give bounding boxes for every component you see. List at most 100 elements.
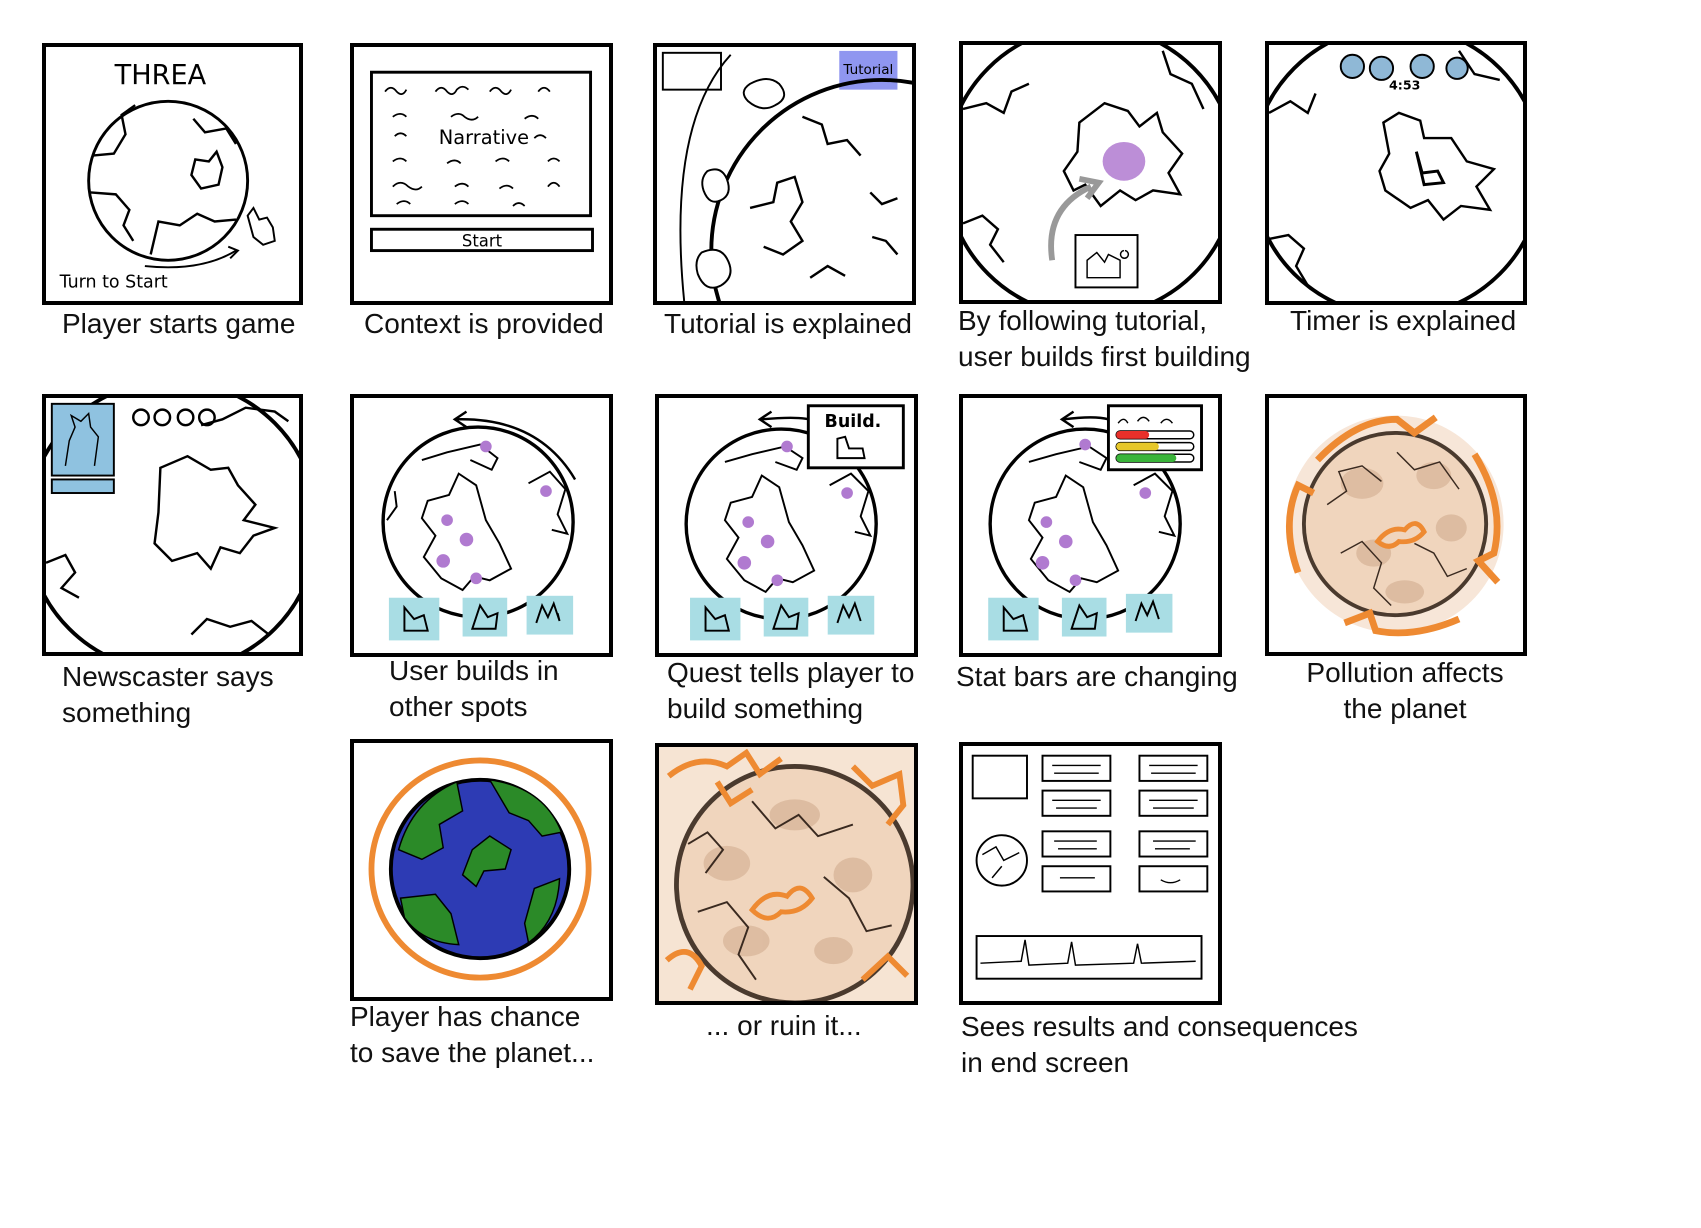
orbit-ring [679, 54, 732, 301]
healthy-planet [368, 757, 592, 981]
continent-outlines [386, 443, 570, 592]
frame-ruin-planet [655, 743, 918, 1005]
rotate-arrow [761, 416, 815, 423]
building-marker [1102, 141, 1146, 181]
smog-patches [703, 799, 873, 965]
pollution-ring [1285, 414, 1501, 637]
stat-fill-red [1116, 430, 1150, 439]
result-cards [1041, 754, 1209, 893]
cloud-blobs [695, 78, 786, 289]
quest-label: Build. [825, 412, 882, 432]
building-markers [737, 440, 853, 587]
continent-outlines [687, 800, 892, 981]
building-tile [1074, 234, 1139, 289]
frame-quest: Build. [655, 394, 918, 657]
building-icon [1414, 151, 1446, 187]
frame-context: Narrative Start [350, 43, 613, 305]
caption-player-starts: Player starts game [62, 308, 296, 339]
continent-outline [149, 212, 237, 255]
frame-first-building [959, 41, 1222, 304]
caption-other-spots: User builds in other spots [389, 655, 559, 722]
start-button [370, 227, 594, 253]
ruined-planet [659, 747, 914, 1001]
planet-surface [1301, 430, 1489, 618]
build-tile [462, 597, 508, 637]
turn-arrow [144, 249, 237, 269]
build-tiles [690, 595, 875, 641]
build-tile [763, 597, 809, 637]
building-icon [836, 600, 862, 624]
start-button-label: Start [462, 232, 503, 251]
building-icon [470, 603, 499, 630]
timer-screen: 4:53 [1269, 45, 1523, 301]
building-icon [403, 604, 429, 632]
building-icon [772, 603, 800, 630]
game-title: THREA [114, 60, 207, 91]
pollution-ring [368, 757, 592, 981]
pollution-blob [748, 885, 816, 921]
caption-context: Context is provided [364, 308, 604, 339]
caption-first-building: By following tutorial, user builds first… [958, 305, 1251, 372]
planet-outline [709, 78, 912, 301]
polluted-planet [1285, 414, 1504, 637]
building-markers [436, 440, 552, 585]
continent-outline [90, 191, 135, 242]
building-icon [535, 600, 561, 624]
continent-outlines [1326, 451, 1468, 606]
newscaster-screen [46, 398, 299, 652]
frame-timer: 4:53 [1265, 41, 1527, 305]
caption-pollution: Pollution affects the planet [1306, 657, 1504, 724]
building-icon [1070, 603, 1098, 630]
build-tile [1061, 597, 1107, 637]
continent-outlines [749, 115, 899, 279]
building-screen [963, 45, 1218, 300]
build-tiles [388, 595, 574, 641]
pollution-flames [664, 748, 910, 991]
newscaster-figure [64, 411, 100, 466]
stats-screen [988, 404, 1203, 641]
caption-tutorial: Tutorial is explained [664, 308, 912, 339]
caption-timer: Timer is explained [1290, 305, 1517, 336]
building-markers [1035, 438, 1152, 587]
frame-stat-bars [959, 394, 1222, 657]
turn-hint: Turn to Start [59, 272, 168, 292]
scribble-text [1052, 764, 1198, 884]
frame-other-spots [350, 394, 613, 657]
caption-stat-bars: Stat bars are changing [956, 661, 1238, 692]
continent-outline [92, 104, 136, 157]
build-tile [827, 595, 875, 635]
hand-icon [246, 206, 276, 246]
info-box [661, 51, 722, 91]
tutorial-tab-label: Tutorial [842, 62, 893, 78]
history-line [980, 939, 1196, 966]
caption-ruin-planet: ... or ruin it... [706, 1010, 862, 1041]
result-image [971, 754, 1028, 800]
timer-readout: 4:53 [1389, 78, 1420, 93]
building-icon [704, 604, 731, 632]
caption-newscaster: Newscaster says something [62, 661, 274, 728]
caption-save-planet: Player has chance to save the planet... [350, 1001, 595, 1068]
drag-arrow [1048, 183, 1093, 261]
newscaster-subtitle [50, 478, 115, 494]
continent-outline [190, 149, 224, 190]
continent-outlines [963, 50, 1205, 263]
caption-quest: Quest tells player to build something [667, 657, 915, 724]
building-icon [1086, 249, 1129, 279]
quest-box [806, 404, 905, 470]
planet-thumbnail [975, 834, 1028, 887]
planet-surface [674, 764, 914, 1001]
tutorial-screen: Tutorial [661, 50, 912, 301]
frame-player-starts: THREA Turn to Start [42, 43, 303, 305]
narrative-screen: Narrative Start [370, 70, 594, 253]
continent-outline [192, 117, 238, 145]
frame-save-planet [350, 739, 613, 1001]
smog-patches [1340, 461, 1467, 604]
build-tiles [988, 593, 1173, 641]
rotate-arrow [1063, 416, 1109, 421]
earth-continents [397, 778, 563, 946]
pollution-blob [1374, 521, 1427, 549]
stat-fill-green [1116, 454, 1177, 462]
continent-outlines [1269, 50, 1501, 287]
quest-screen: Build. [684, 404, 905, 641]
